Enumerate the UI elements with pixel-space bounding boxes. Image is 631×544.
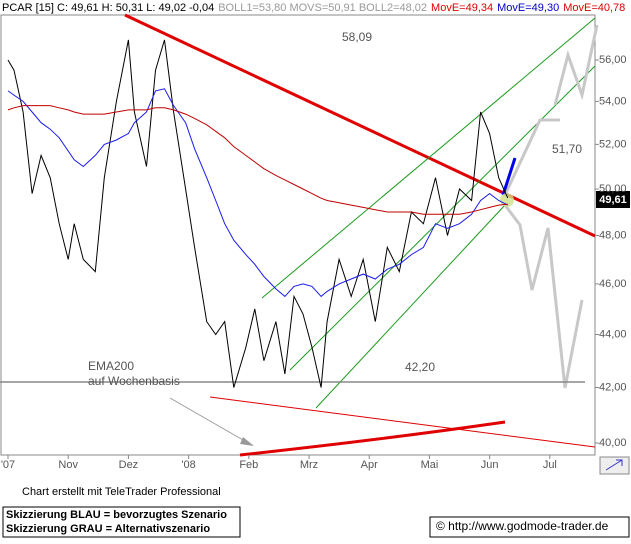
- channel-line: [261, 17, 596, 299]
- x-tick-label: Jul: [543, 459, 557, 471]
- annotation: EMA200: [88, 359, 134, 373]
- x-tick-label: Feb: [239, 459, 258, 471]
- y-tick-label: 42,00: [599, 381, 627, 393]
- arrow: [169, 397, 251, 445]
- annotation: 58,09: [342, 30, 372, 44]
- zoom-icon: [605, 459, 623, 471]
- x-tick-label: Mrz: [300, 459, 318, 471]
- price-tag-box: [596, 191, 630, 208]
- header-item: MovE=49,34: [431, 2, 493, 14]
- x-tick-label: '08: [181, 459, 195, 471]
- annotation: 51,70: [552, 142, 582, 156]
- header-item: MovE=40,78: [563, 2, 625, 14]
- y-tick-label: 48,00: [599, 229, 627, 241]
- header: PCAR [15] C: 49,61 H: 50,31 L: 49,02 -0,…: [2, 2, 625, 14]
- level-label: 42,20: [405, 360, 435, 374]
- y-tick-label: 46,00: [599, 278, 627, 290]
- x-tick-label: Dez: [119, 459, 139, 471]
- x-tick-label: Mai: [421, 459, 439, 471]
- annotation: auf Wochenbasis: [88, 374, 180, 388]
- x-tick-label: '07: [1, 459, 15, 471]
- y-tick-label: 50,00: [599, 183, 627, 195]
- y-tick-label: 44,00: [599, 328, 627, 340]
- support-line: [209, 396, 596, 448]
- scenario-grey: [503, 204, 584, 389]
- x-tick-label: Apr: [361, 459, 378, 471]
- ema200-weekly: [239, 420, 506, 457]
- copyright-box: [429, 516, 630, 538]
- header-item: PCAR [15] C: 49,61 H: 50,31 L: 49,02 -0,…: [2, 2, 214, 14]
- y-tick-label: 54,00: [599, 95, 627, 107]
- x-tick-label: Jun: [481, 459, 499, 471]
- moving-average: [7, 88, 508, 298]
- y-tick-label: 40,00: [599, 437, 627, 449]
- x-tick-label: Nov: [58, 459, 78, 471]
- price-line: [7, 39, 509, 388]
- credit: Chart erstellt mit TeleTrader Profession…: [22, 486, 221, 498]
- y-tick-label: 52,00: [599, 138, 627, 150]
- plot: [0, 39, 585, 388]
- legend-box: [2, 506, 241, 538]
- channel-line: [315, 204, 506, 409]
- legend-text: Skizzierung GRAU = Alternativszenario: [6, 523, 210, 535]
- channel-line: [289, 65, 596, 371]
- price-tag: 49,61: [599, 194, 627, 206]
- plot-frame: [0, 14, 596, 456]
- trendline: [124, 13, 596, 238]
- legend-text: Skizzierung BLAU = bevorzugtes Szenario: [6, 509, 227, 521]
- scenario-grey: [503, 24, 599, 196]
- moving-average: [7, 105, 508, 215]
- zoom-button[interactable]: [599, 456, 630, 475]
- scenario-blue: [501, 157, 517, 196]
- header-item: BOLL1=53,80 MOVS=50,91 BOLL2=48,02: [218, 2, 427, 14]
- header-text: PCAR [15] C: 49,61 H: 50,31 L: 49,02 -0,…: [2, 2, 625, 14]
- header-item: MovE=49,30: [497, 2, 559, 14]
- y-tick-label: 56,00: [599, 54, 627, 66]
- copyright: © http://www.godmode-trader.de: [436, 519, 609, 533]
- arrow-head: [240, 437, 254, 446]
